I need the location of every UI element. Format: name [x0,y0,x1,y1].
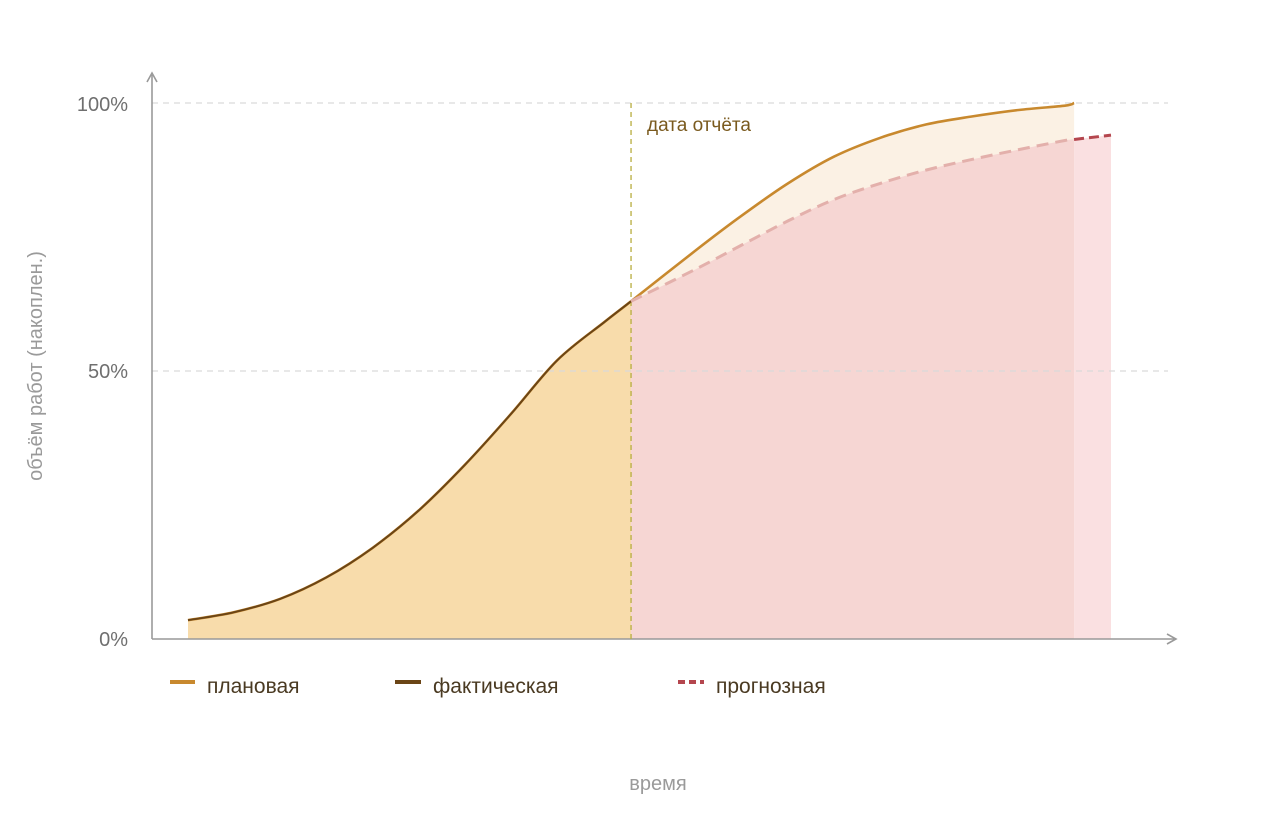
y-tick-label-0: 0% [99,629,128,651]
forecast-area [631,139,1075,639]
x-axis-arrow [1166,633,1178,645]
legend-label-forecast: прогнозная [716,675,826,698]
axes-layer [146,71,1178,645]
forecast-tail-area [1074,135,1111,639]
legend: плановая фактическая прогнозная [170,675,826,698]
actual-line [187,300,632,622]
y-axis-title: объём работ (накоплен.) [25,251,47,481]
actual-area [188,301,631,639]
legend-label-actual: фактическая [433,675,559,698]
legend-item-planned[interactable]: плановая [170,675,300,698]
legend-label-planned: плановая [207,675,300,698]
lines-layer [187,101,1112,622]
report-date-label: дата отчёта [647,115,751,136]
forecast-line [630,137,1075,303]
legend-item-forecast[interactable]: прогнозная [678,675,826,698]
grid-layer [152,102,1168,372]
y-axis-arrow [146,71,158,83]
forecast-line-tail [1073,133,1112,141]
fills-layer [188,103,1111,639]
y-tick-label-100: 100% [77,94,128,116]
x-axis-title: время [629,773,686,795]
legend-item-actual[interactable]: фактическая [395,675,559,698]
y-tick-label-50: 50% [88,361,128,383]
